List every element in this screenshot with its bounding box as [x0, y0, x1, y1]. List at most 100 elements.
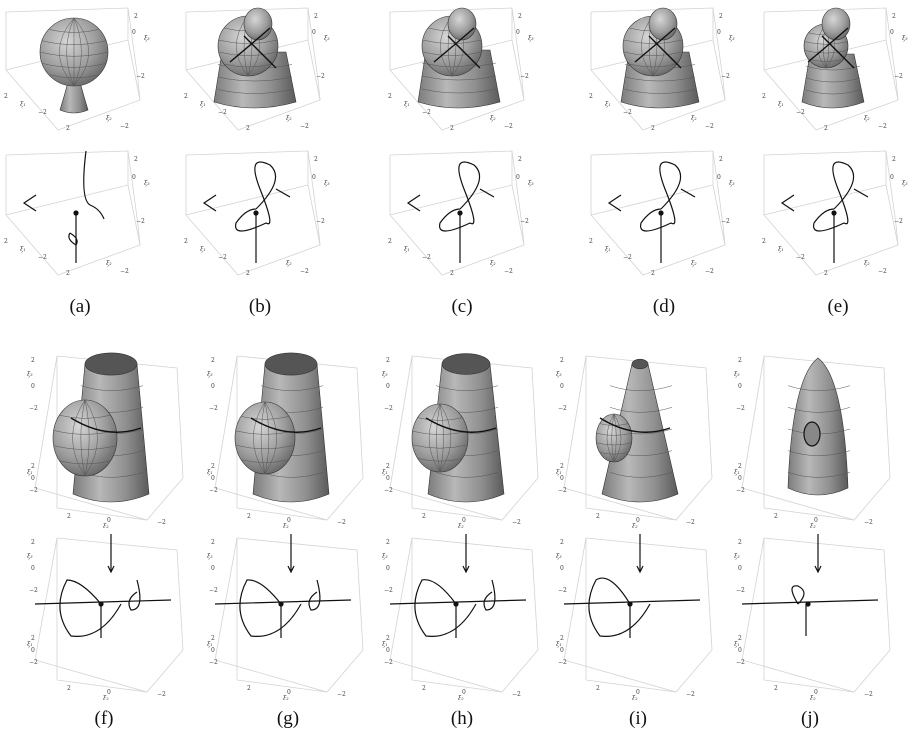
tick-label: 2 [518, 13, 522, 20]
tick-label: 0 [890, 174, 894, 181]
tick-label: −2 [736, 487, 745, 494]
tick-label: 0 [386, 475, 390, 482]
subfigure-surface: 2 −2 0 ξ₃ 2 −2 2 −2 ξ₁ ξ₂ [583, 2, 743, 144]
tick-label: −2 [705, 268, 714, 275]
axis-label: ξ₁ [734, 469, 740, 476]
tick-label: −2 [157, 691, 166, 698]
tick-label: 2 [66, 270, 70, 277]
tick-label: 2 [314, 13, 318, 20]
curve-set [389, 534, 527, 638]
subfigure-caption: (e) [827, 296, 849, 317]
tick-label: −2 [209, 587, 218, 594]
axis-label: ξ₂ [691, 115, 697, 122]
subfigure-curves: 2 −2 0 ξ₃ 2 −2 2 −2 ξ₁ ξ₂ [583, 145, 743, 289]
axis-box [185, 150, 321, 276]
axis-box [563, 537, 713, 693]
axis-label: ξ₁ [605, 101, 611, 108]
axis-label: ξ₂ [632, 523, 638, 528]
curve-set [563, 534, 701, 638]
tick-label: 2 [422, 685, 426, 692]
tick-label: −2 [796, 109, 805, 116]
tick-label: −2 [209, 487, 218, 494]
axis-box [5, 7, 141, 131]
subfigure-curves: 2 −2 0 ξ₃ 2 −2 2 −2 ξ₁ ξ₂ [382, 145, 542, 289]
axis-label: ξ₃ [528, 35, 534, 42]
tick-label: −2 [623, 109, 632, 116]
subfigure-surface: 2 0 −2 ξ₃ 2 0 −2 ξ₁ 2 0 −2 ξ₂ [556, 348, 716, 532]
tick-label: 0 [516, 174, 520, 181]
axis-box [590, 150, 726, 276]
axis-label: ξ₁ [404, 101, 410, 108]
tick-label: −2 [120, 268, 129, 275]
axis-label: ξ₁ [27, 641, 33, 648]
tick-label: 2 [422, 513, 426, 520]
tick-label: −2 [136, 218, 145, 225]
tick-label: 0 [560, 383, 564, 390]
surface [52, 352, 150, 503]
tick-label: −2 [686, 519, 695, 526]
axis-label: ξ₃ [382, 371, 388, 378]
axis-label: ξ₃ [734, 371, 740, 378]
tick-label: 0 [560, 565, 564, 572]
surface [213, 7, 297, 109]
tick-label: 2 [67, 513, 71, 520]
tick-label: 0 [386, 647, 390, 654]
tick-label: 0 [636, 517, 640, 524]
tick-label: 2 [386, 463, 390, 470]
tick-label: 2 [518, 156, 522, 163]
tick-label: 2 [211, 357, 215, 364]
axis-label: ξ₃ [144, 180, 150, 187]
tick-label: 2 [596, 513, 600, 520]
tick-label: −2 [422, 109, 431, 116]
axis-box [563, 355, 713, 521]
tick-label: 2 [4, 93, 8, 100]
tick-label: 2 [719, 156, 723, 163]
tick-label: −2 [558, 487, 567, 494]
tick-label: 2 [184, 238, 188, 245]
surface [411, 353, 505, 503]
tick-label: 0 [717, 174, 721, 181]
subfigure-surface: 2 0 −2 ξ₃ 2 0 −2 ξ₁ 2 0 −2 ξ₂ [382, 348, 542, 532]
tick-label: −2 [878, 123, 887, 130]
tick-label: 0 [560, 647, 564, 654]
tick-label: 0 [814, 689, 818, 696]
tick-label: −2 [864, 691, 873, 698]
tick-label: −2 [209, 659, 218, 666]
axis-label: ξ₃ [734, 553, 740, 560]
axis-label: ξ₂ [458, 695, 464, 700]
tick-label: 2 [386, 635, 390, 642]
curve-set [780, 161, 869, 263]
tick-label: 2 [388, 93, 392, 100]
tick-label: 2 [211, 635, 215, 642]
curve-set [34, 534, 172, 638]
axis-label: ξ₃ [556, 553, 562, 560]
subfigure-caption: (g) [276, 708, 300, 729]
axis-label: ξ₁ [556, 641, 562, 648]
axis-label: ξ₂ [103, 695, 109, 700]
surface [39, 17, 109, 114]
tick-label: 0 [312, 29, 316, 36]
tick-label: −2 [38, 254, 47, 261]
tick-label: −2 [384, 587, 393, 594]
axis-label: ξ₁ [20, 101, 26, 108]
subfigure-caption: (a) [69, 296, 91, 317]
tick-label: 2 [560, 635, 564, 642]
axis-label: ξ₃ [729, 180, 735, 187]
curve-set [22, 150, 105, 263]
tick-label: 0 [890, 29, 894, 36]
tick-label: 2 [31, 463, 35, 470]
axis-label: ξ₃ [729, 35, 735, 42]
tick-label: 2 [762, 93, 766, 100]
tick-label: −2 [623, 254, 632, 261]
tick-label: −2 [422, 254, 431, 261]
tick-label: −2 [894, 218, 903, 225]
tick-label: −2 [120, 123, 129, 130]
subfigure-curves: 2 0 −2 ξ₃ 2 0 −2 ξ₁ 2 0 −2 ξ₂ [207, 530, 367, 704]
tick-label: −2 [504, 268, 513, 275]
subfigure-caption: (b) [248, 296, 272, 317]
subfigure-surface: 2 −2 0 ξ₃ 2 −2 2 −2 ξ₁ ξ₂ [382, 2, 542, 144]
axis-label: ξ₁ [605, 246, 611, 253]
axis-label: ξ₃ [27, 553, 33, 560]
subfigure-surface: 2 −2 0 ξ₃ 2 −2 2 −2 ξ₁ ξ₂ [178, 2, 338, 144]
axis-label: ξ₂ [283, 523, 289, 528]
